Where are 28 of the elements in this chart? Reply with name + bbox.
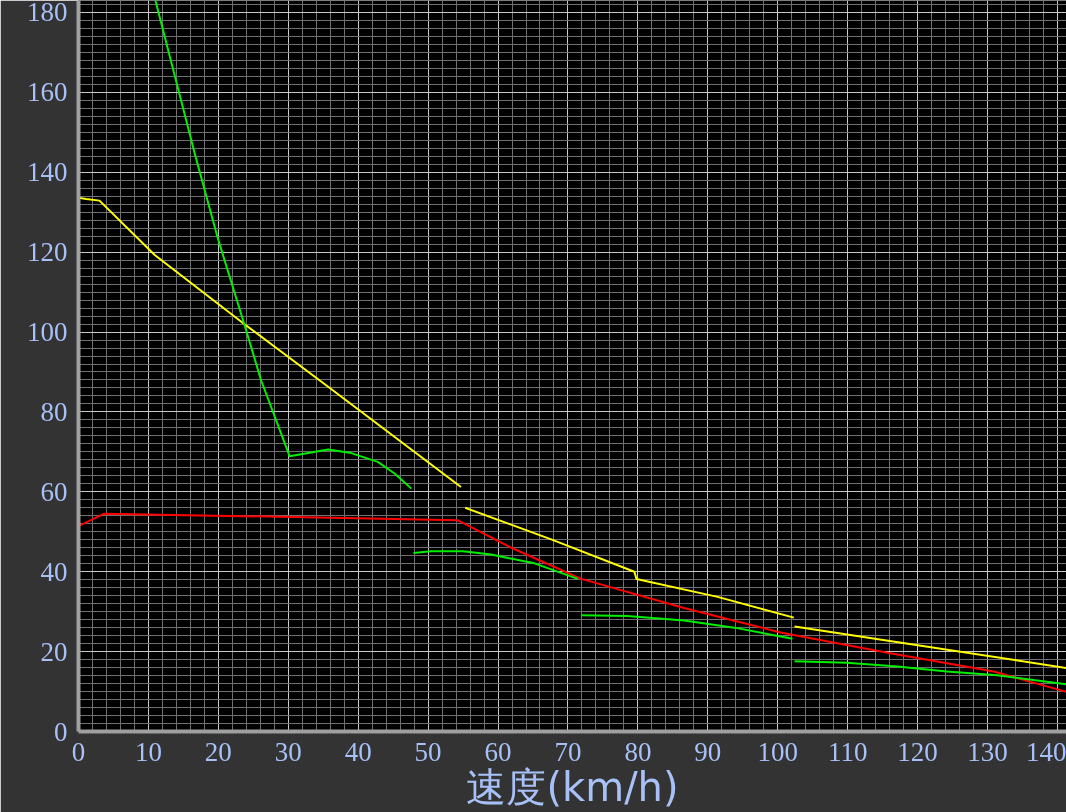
line-series — [78, 196, 462, 489]
y-tick-label: 160 — [27, 77, 68, 108]
x-tick-label: 20 — [204, 736, 232, 767]
y-tick-label: 180 — [27, 0, 68, 28]
line-series — [793, 660, 1066, 686]
line-series — [78, 512, 1066, 693]
line-series — [154, 0, 413, 490]
x-tick-label: 140 — [1026, 736, 1066, 767]
y-tick-label: 0 — [54, 716, 68, 747]
x-tick-label: 50 — [414, 736, 442, 767]
line-series — [464, 506, 795, 619]
x-tick-label: 110 — [827, 736, 868, 767]
y-tick-label: 140 — [27, 157, 68, 188]
x-tick-label: 10 — [134, 736, 162, 767]
y-tick-label: 100 — [27, 317, 68, 348]
x-tick-label: 100 — [757, 736, 798, 767]
x-tick-label: 30 — [274, 736, 302, 767]
x-tick-label: 90 — [694, 736, 722, 767]
line-series — [412, 550, 579, 580]
y-tick-label: 20 — [40, 636, 68, 667]
y-tick-label: 80 — [40, 396, 68, 427]
y-tick-label: 40 — [40, 556, 68, 587]
line-series — [580, 614, 794, 640]
y-tick-label: 120 — [27, 237, 68, 268]
x-tick-label: 130 — [967, 736, 1008, 767]
y-tick-label: 60 — [40, 476, 68, 507]
x-tick-label: 120 — [897, 736, 938, 767]
x-tick-label: 40 — [344, 736, 372, 767]
